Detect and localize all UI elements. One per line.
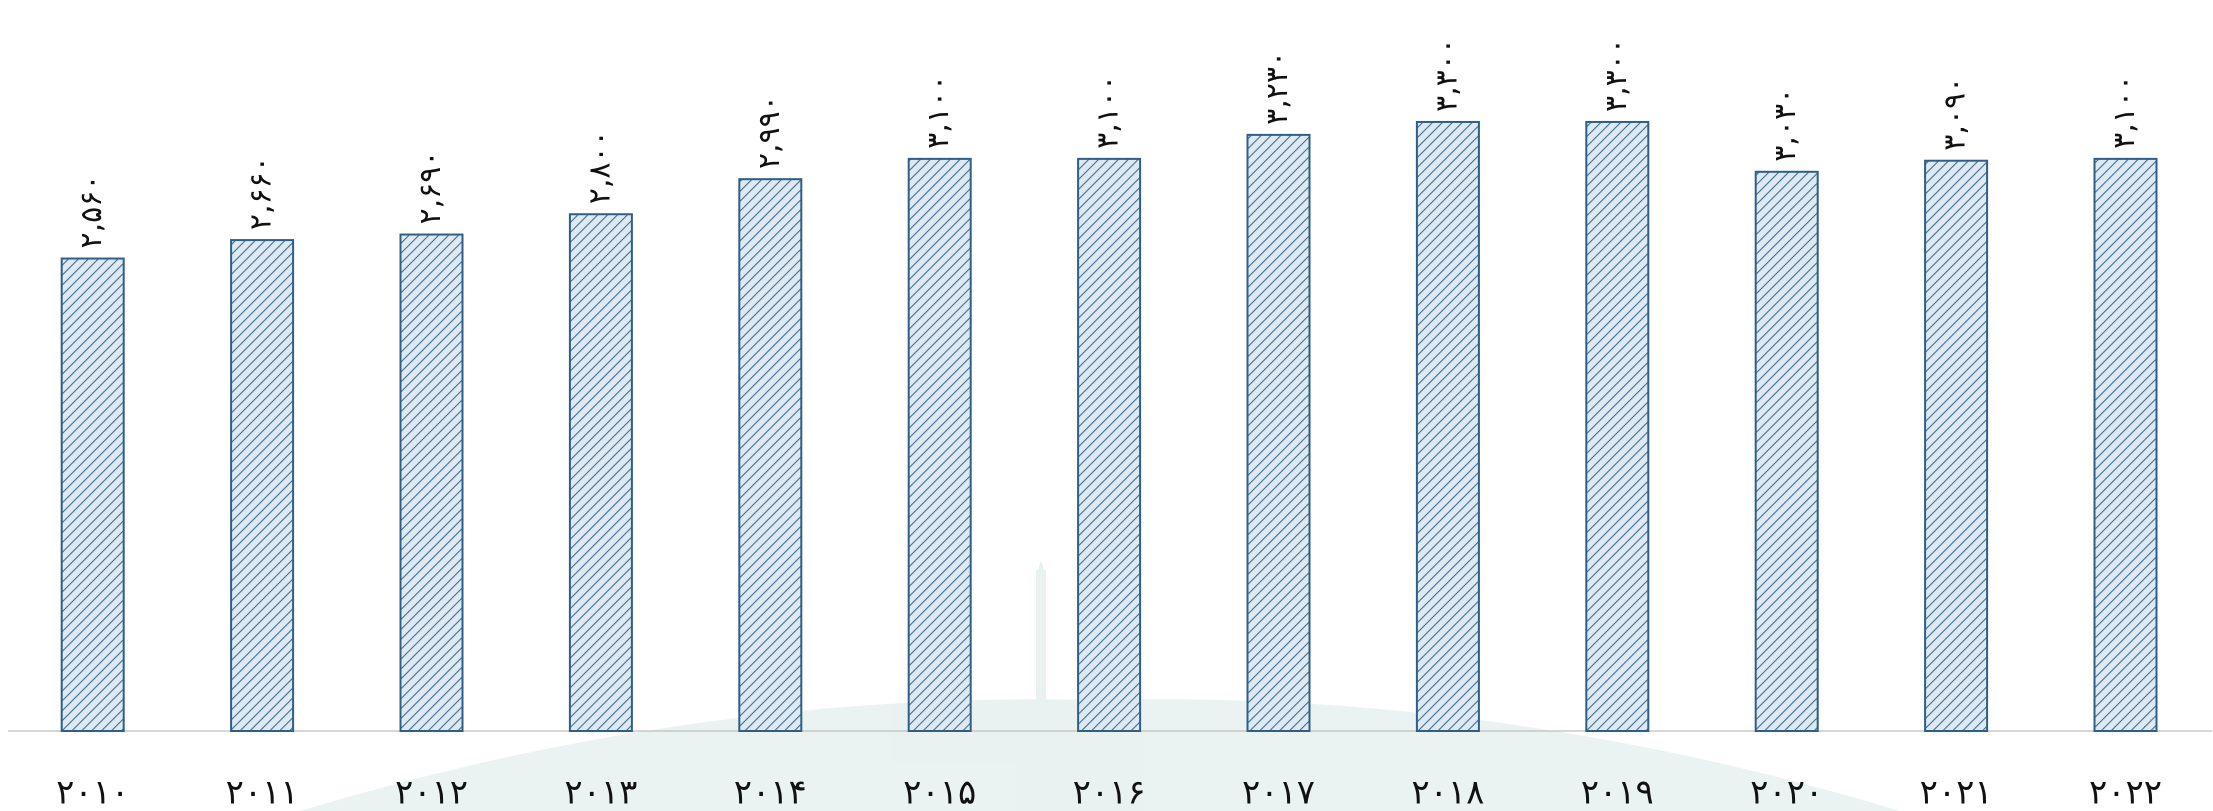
value-label: ۳,۱۰۰ [921, 75, 956, 149]
bar [568, 213, 633, 733]
x-tick-label: ۲۰۱۶ [1073, 773, 1146, 811]
x-tick-label: ۲۰۱۵ [903, 773, 976, 811]
value-label: ۲,۶۹۰ [413, 151, 448, 225]
bar [1754, 170, 1819, 732]
x-tick-label: ۲۰۲۲ [2089, 773, 2162, 811]
x-tick-label: ۲۰۱۳ [564, 773, 637, 811]
value-label: ۳,۱۰۰ [2107, 75, 2142, 149]
x-tick-label: ۲۰۲۱ [1920, 773, 1993, 811]
value-label: ۲,۹۹۰ [752, 95, 787, 169]
value-label: ۳,۱۰۰ [1091, 75, 1126, 149]
value-label: ۳,۰۹۰ [1938, 77, 1973, 151]
value-label: ۳,۰۳۰ [1768, 88, 1803, 162]
bar [1924, 159, 1989, 732]
bar [1415, 120, 1480, 732]
value-label: ۳,۲۳۰ [1260, 51, 1295, 125]
x-tick-label: ۲۰۱۸ [1411, 773, 1484, 811]
x-tick-label: ۲۰۱۱ [226, 773, 299, 811]
x-tick-label: ۲۰۱۲ [395, 773, 468, 811]
bar [1585, 120, 1650, 732]
x-tick-label: ۲۰۱۰ [56, 773, 129, 811]
value-label: ۲,۶۶۰ [244, 156, 279, 230]
value-label: ۲,۸۰۰ [582, 130, 617, 204]
value-label: ۳,۳۰۰ [1429, 38, 1464, 112]
value-label: ۲,۵۶۰ [74, 175, 109, 249]
x-tick-label: ۲۰۱۷ [1242, 773, 1315, 811]
bar [60, 257, 125, 732]
background-skyline [300, 560, 1900, 811]
bar [1077, 157, 1142, 732]
bar [399, 233, 464, 732]
x-tick-label: ۲۰۱۹ [1581, 773, 1654, 811]
bar [1246, 133, 1311, 732]
bar [738, 178, 803, 732]
bar [2093, 157, 2158, 732]
bar [230, 239, 295, 732]
bar [907, 157, 972, 732]
x-tick-label: ۲۰۱۴ [734, 773, 807, 811]
x-tick-label: ۲۰۲۰ [1750, 773, 1823, 811]
value-label: ۳,۳۰۰ [1599, 38, 1634, 112]
